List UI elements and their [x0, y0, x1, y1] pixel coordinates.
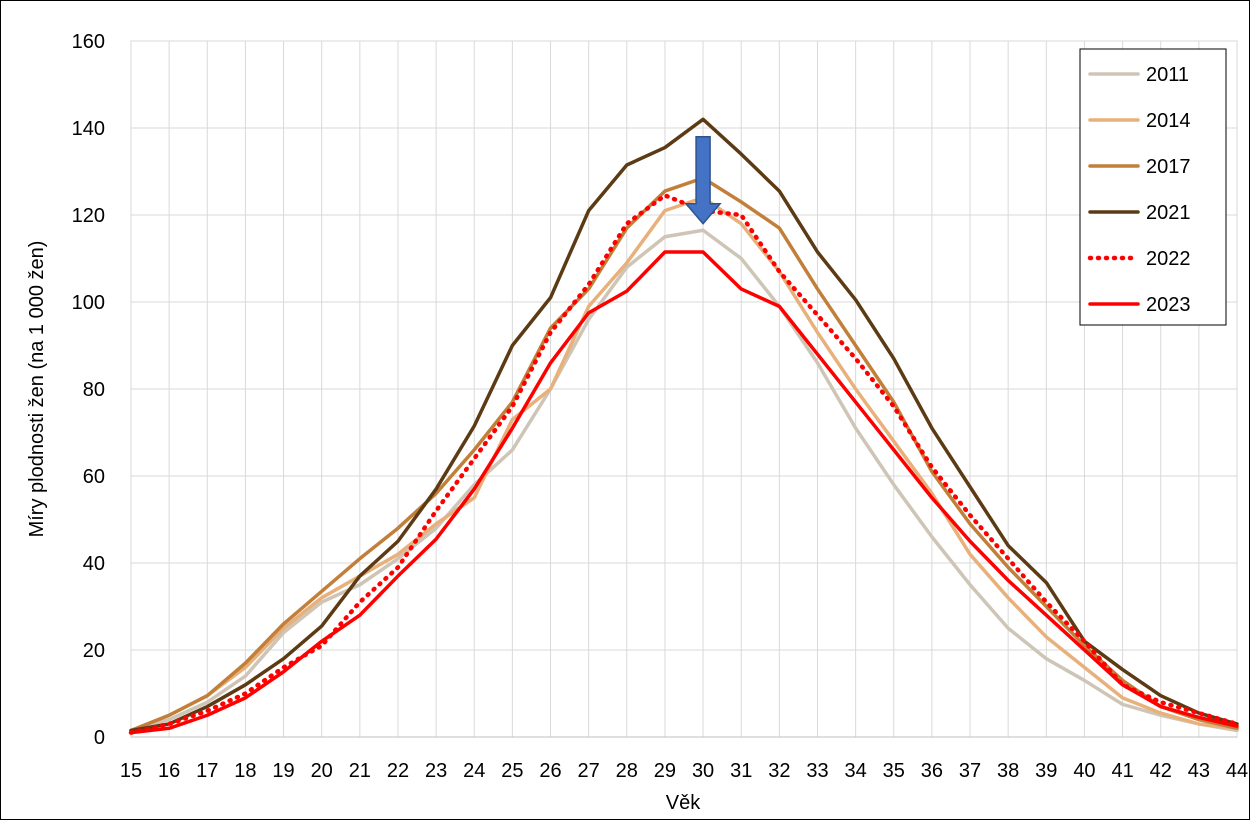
y-axis-title: Míry plodnosti žen (na 1 000 žen) — [26, 241, 48, 538]
x-tick-label: 32 — [768, 760, 790, 782]
legend-label: 2017 — [1146, 156, 1191, 178]
series-line-2014 — [129, 195, 1239, 733]
x-tick-label: 36 — [921, 760, 943, 782]
x-tick-label: 25 — [501, 760, 523, 782]
down-arrow-icon — [684, 135, 722, 225]
x-tick-label: 33 — [806, 760, 828, 782]
y-tick-label: 20 — [83, 640, 105, 662]
x-axis-ticks: 15 16 17 18 19 20 21 22 23 24 25 26 27 28 29 30 31 32 33 34… — [120, 760, 1248, 782]
series-line-2011 — [129, 228, 1239, 733]
series-line-2021 — [129, 117, 1239, 733]
x-axis-title: Věk — [666, 792, 701, 814]
y-tick-label: 140 — [72, 118, 105, 140]
annotation-layer — [684, 135, 722, 225]
x-tick-label: 29 — [654, 760, 676, 782]
x-tick-label: 41 — [1111, 760, 1133, 782]
x-tick-label: 16 — [158, 760, 180, 782]
legend-label: 2011 — [1146, 64, 1189, 86]
x-tick-label: 44 — [1226, 760, 1248, 782]
y-tick-label: 40 — [83, 553, 105, 575]
x-tick-label: 35 — [883, 760, 905, 782]
y-tick-label: 80 — [83, 379, 105, 401]
y-tick-label: 60 — [83, 466, 105, 488]
x-tick-label: 40 — [1073, 760, 1095, 782]
x-tick-label: 17 — [196, 760, 218, 782]
x-tick-label: 24 — [463, 760, 485, 782]
x-tick-label: 30 — [692, 760, 714, 782]
x-tick-label: 27 — [578, 760, 600, 782]
series-line-2022 — [128, 193, 1240, 735]
x-tick-label: 22 — [387, 760, 409, 782]
y-axis-ticks: 0 20 40 60 80 100 120 140 160 — [72, 31, 105, 749]
legend-label: 2014 — [1146, 110, 1191, 132]
x-tick-label: 31 — [730, 760, 752, 782]
x-tick-label: 39 — [1035, 760, 1057, 782]
y-tick-label: 100 — [72, 292, 105, 314]
x-tick-label: 43 — [1188, 760, 1210, 782]
x-tick-label: 38 — [997, 760, 1019, 782]
y-tick-label: 0 — [94, 727, 105, 749]
legend-label: 2021 — [1146, 202, 1191, 224]
x-tick-label: 37 — [959, 760, 981, 782]
legend-label: 2022 — [1146, 248, 1191, 270]
legend: 2011 2014 2017 2021 2022 2023 — [1079, 48, 1227, 326]
y-tick-label: 160 — [72, 31, 105, 53]
x-tick-label: 34 — [844, 760, 866, 782]
series-lines — [128, 117, 1240, 735]
x-tick-label: 21 — [349, 760, 371, 782]
x-tick-label: 23 — [425, 760, 447, 782]
x-tick-label: 28 — [616, 760, 638, 782]
grid-lines — [130, 40, 1238, 738]
x-tick-label: 20 — [311, 760, 333, 782]
x-tick-label: 26 — [539, 760, 561, 782]
y-tick-label: 120 — [72, 205, 105, 227]
x-tick-label: 42 — [1150, 760, 1172, 782]
series-line-2017 — [129, 176, 1239, 733]
legend-box — [1079, 48, 1227, 326]
legend-label: 2023 — [1146, 294, 1191, 316]
x-tick-label: 18 — [234, 760, 256, 782]
x-tick-label: 15 — [120, 760, 142, 782]
x-tick-label: 19 — [272, 760, 294, 782]
series-line-2023 — [129, 250, 1239, 735]
